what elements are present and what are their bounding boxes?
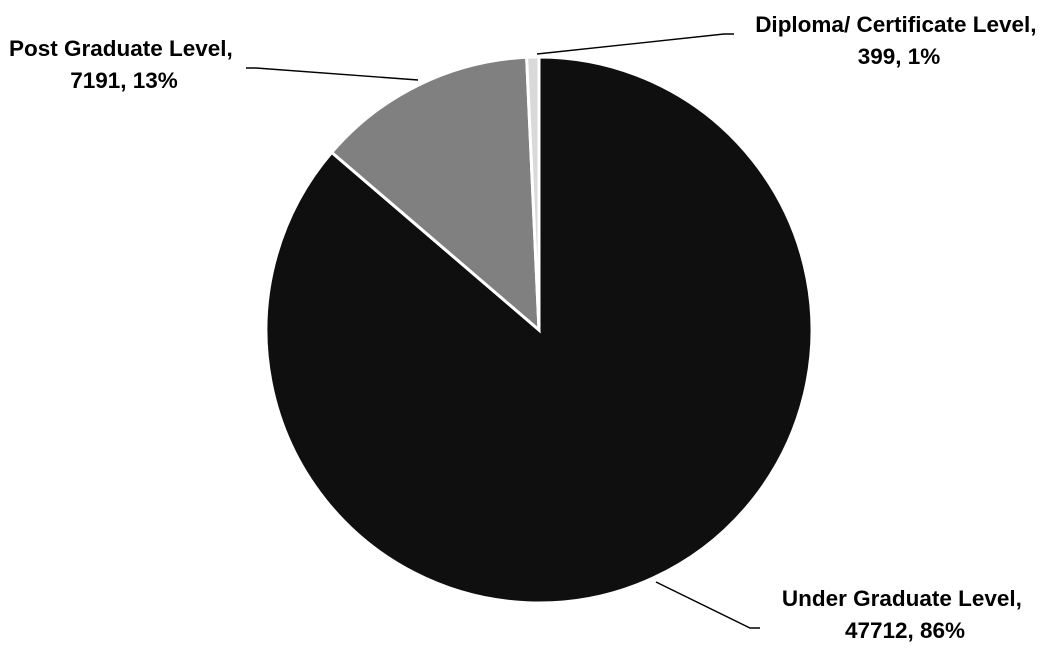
data-label-under-graduate-line2: 47712, 86% xyxy=(845,618,965,643)
data-label-post-graduate-line1: Post Graduate Level, xyxy=(9,36,233,61)
pie-slices xyxy=(264,55,814,605)
data-label-diploma: Diploma/ Certificate Level, 399, 1% xyxy=(755,12,1043,69)
data-label-diploma-line2: 399, 1% xyxy=(858,44,941,69)
pie-slice-diploma-certificate-level xyxy=(525,55,541,331)
leader-line-diploma xyxy=(536,33,734,55)
data-label-post-graduate-line2: 7191, 13% xyxy=(70,68,178,93)
leader-line-under-graduate xyxy=(655,581,760,629)
data-label-post-graduate: Post Graduate Level, 7191, 13% xyxy=(9,36,239,93)
pie-slice-post-graduate-level xyxy=(329,55,541,334)
pie-slice-under-graduate-level xyxy=(264,55,814,605)
data-label-under-graduate: Under Graduate Level, 47712, 86% xyxy=(782,586,1028,643)
leader-line-post-graduate xyxy=(246,67,419,81)
data-label-diploma-line1: Diploma/ Certificate Level, xyxy=(755,12,1036,37)
data-label-under-graduate-line1: Under Graduate Level, xyxy=(782,586,1022,611)
